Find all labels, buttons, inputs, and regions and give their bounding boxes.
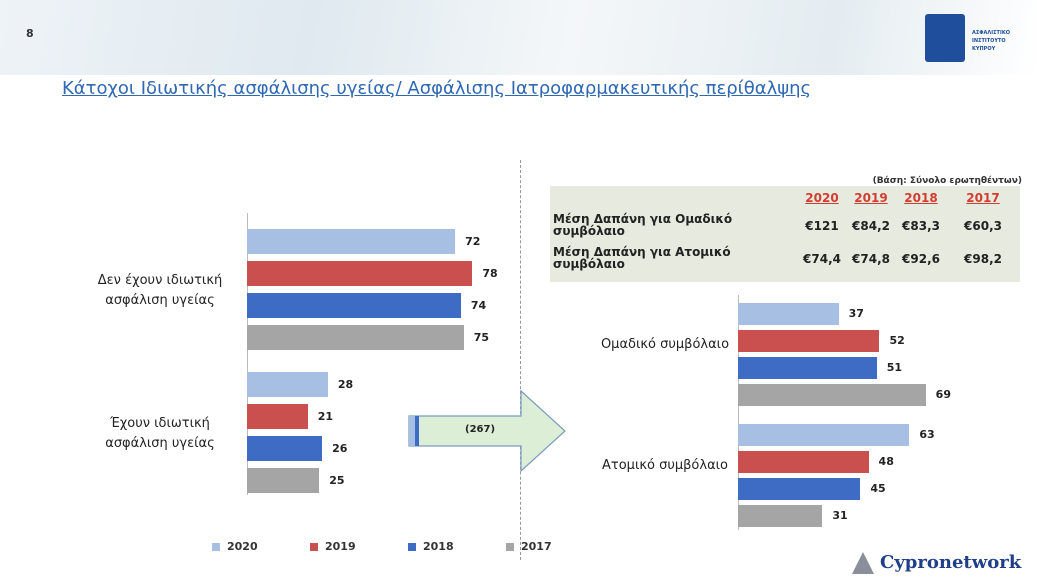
logo-text: ΙΝΣΤΙΤΟΥΤΟ: [972, 38, 1006, 44]
legend-item: 2018: [408, 540, 454, 553]
bar: [247, 293, 461, 318]
table-row-label: Μέση Δαπάνη για Ατομικό συμβόλαιο: [553, 245, 731, 271]
base-note: (Βάση: Σύνολο ερωτηθέντων): [872, 176, 1022, 186]
legend-item: 2019: [310, 540, 356, 553]
value-label: 72: [465, 234, 481, 248]
axis-line: [738, 295, 739, 530]
legend-swatch: [212, 542, 220, 551]
value-label: 26: [332, 441, 348, 455]
legend-item: 2017: [506, 540, 552, 553]
table-cell: €83,3: [902, 219, 940, 233]
page-number: 8: [26, 27, 34, 40]
bar: [247, 229, 456, 254]
value-label: 51: [886, 361, 903, 374]
value-label: 45: [870, 482, 886, 495]
category-label: Έχουν ιδιωτική ασφάλιση υγείας: [105, 416, 215, 451]
legend-label: 2020: [227, 540, 258, 553]
legend-label: 2017: [521, 540, 552, 553]
table-cell: €60,3: [964, 219, 1002, 233]
value-label: 52: [889, 334, 905, 347]
bar: [247, 404, 308, 429]
value-label: 74: [470, 298, 487, 312]
table-header: 2019: [854, 191, 888, 205]
arrow: [408, 389, 566, 473]
table-header: 2018: [904, 191, 938, 205]
table: [550, 186, 1020, 282]
legend-swatch: [506, 542, 514, 551]
table-header: 2020: [805, 191, 839, 205]
bar: [247, 372, 328, 397]
category-label: Ομαδικό συμβόλαιο: [600, 337, 730, 352]
value-label: 63: [919, 428, 935, 441]
value-label: 69: [935, 388, 951, 401]
bar: [738, 357, 877, 379]
table-cell: €84,2: [852, 219, 890, 233]
table-cell: €92,6: [902, 252, 940, 266]
legend-label: 2018: [423, 540, 454, 553]
axis-line: [247, 213, 248, 495]
bar: [738, 330, 880, 352]
table-cell: €98,2: [964, 252, 1002, 266]
table-cell: €121: [805, 219, 839, 233]
value-label: 21: [317, 409, 333, 423]
brand-mark: [852, 552, 874, 574]
category-label: Δεν έχουν ιδιωτική ασφάλιση υγείας: [97, 273, 223, 308]
legend-swatch: [310, 542, 318, 551]
table-header: 2017: [966, 191, 1000, 205]
value-label: 78: [482, 266, 498, 280]
bar: [738, 478, 861, 500]
logo-text: ΑΣΦΑΛΙΣΤΙΚΟ: [972, 30, 1010, 36]
value-label: 48: [878, 455, 894, 468]
bar: [738, 303, 839, 325]
banner: [0, 0, 1037, 75]
table-row-label: Μέση Δαπάνη για Ομαδικό συμβόλαιο: [553, 212, 733, 238]
bar: [247, 468, 320, 493]
bar: [738, 384, 926, 406]
brand: Cypronetwork: [880, 552, 1022, 573]
table-cell: €74,8: [852, 252, 890, 266]
value-label: 25: [329, 473, 345, 487]
legend-item: 2020: [212, 540, 258, 553]
value-label: 37: [848, 307, 864, 320]
category-label: Ατομικό συμβόλαιο: [602, 458, 728, 473]
bar: [247, 261, 473, 286]
bar: [247, 325, 464, 350]
value-label: 31: [832, 509, 848, 522]
legend-swatch: [408, 542, 416, 551]
bar: [738, 451, 869, 473]
bar: [738, 505, 823, 527]
divider: [520, 160, 521, 560]
logo-mark: [925, 14, 965, 62]
arrow-label: (267): [465, 424, 496, 435]
table-cell: €74,4: [803, 252, 841, 266]
slide-title: Κάτοχοι Ιδιωτικής ασφάλισης υγείας/ Ασφά…: [62, 78, 812, 99]
logo-text: ΚΥΠΡΟΥ: [972, 46, 996, 52]
legend-label: 2019: [325, 540, 356, 553]
value-label: 28: [337, 377, 354, 391]
value-label: 75: [473, 330, 490, 344]
bar: [738, 424, 910, 446]
bar: [247, 436, 323, 461]
